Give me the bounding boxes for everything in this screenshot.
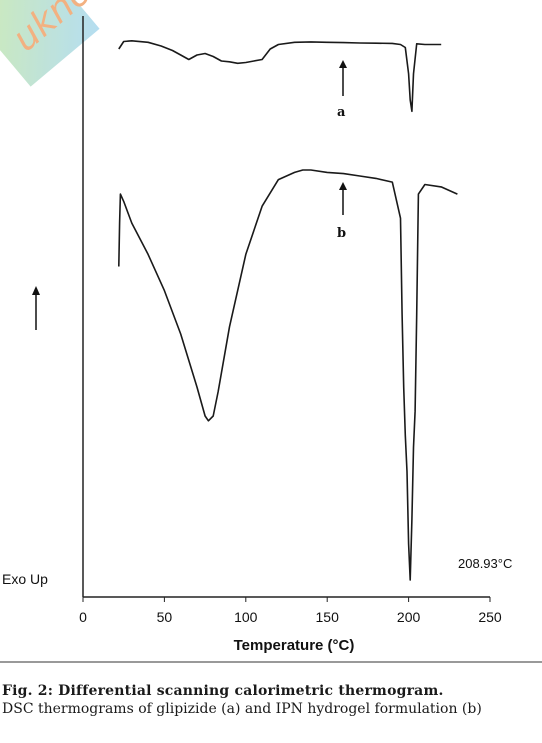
x-tick-label: 250: [478, 609, 502, 625]
dsc-thermogram-chart: ukno 0 50 100 150 200 250 a b Exo Up 208.93°C…: [0, 0, 542, 663]
x-tick-label: 50: [157, 609, 173, 625]
x-tick-label: 0: [79, 609, 87, 625]
series-group: [118, 40, 458, 581]
series-b-label: b: [337, 226, 346, 241]
figure-frame: ukno 0 50 100 150 200 250 a b Exo Up 208.93°C…: [0, 0, 542, 663]
x-ticks: 0 50 100 150 200 250: [79, 597, 502, 625]
x-tick-label: 200: [397, 609, 421, 625]
x-tick-label: 100: [234, 609, 258, 625]
caption-figure-label: Fig. 2: Differential scanning calorimetr…: [2, 683, 444, 699]
peak-annotation: 208.93°C: [458, 556, 512, 571]
caption-text: DSC thermograms of glipizide (a) and IPN…: [2, 701, 482, 717]
watermark: ukno: [0, 0, 100, 87]
series-a-arrow-head: [339, 60, 347, 68]
watermark-banner: [0, 0, 100, 87]
figure-caption: Fig. 2: Differential scanning calorimetr…: [2, 682, 540, 718]
series-line-a: [118, 40, 442, 113]
series-a-label: a: [337, 105, 346, 120]
series-line-b: [118, 169, 458, 581]
series-b-arrow-head: [339, 182, 347, 190]
x-axis-title: Temperature (°C): [234, 637, 355, 654]
exo-up-arrow-head: [32, 286, 40, 295]
x-tick-label: 150: [316, 609, 340, 625]
y-axis-label: Exo Up: [2, 571, 48, 587]
